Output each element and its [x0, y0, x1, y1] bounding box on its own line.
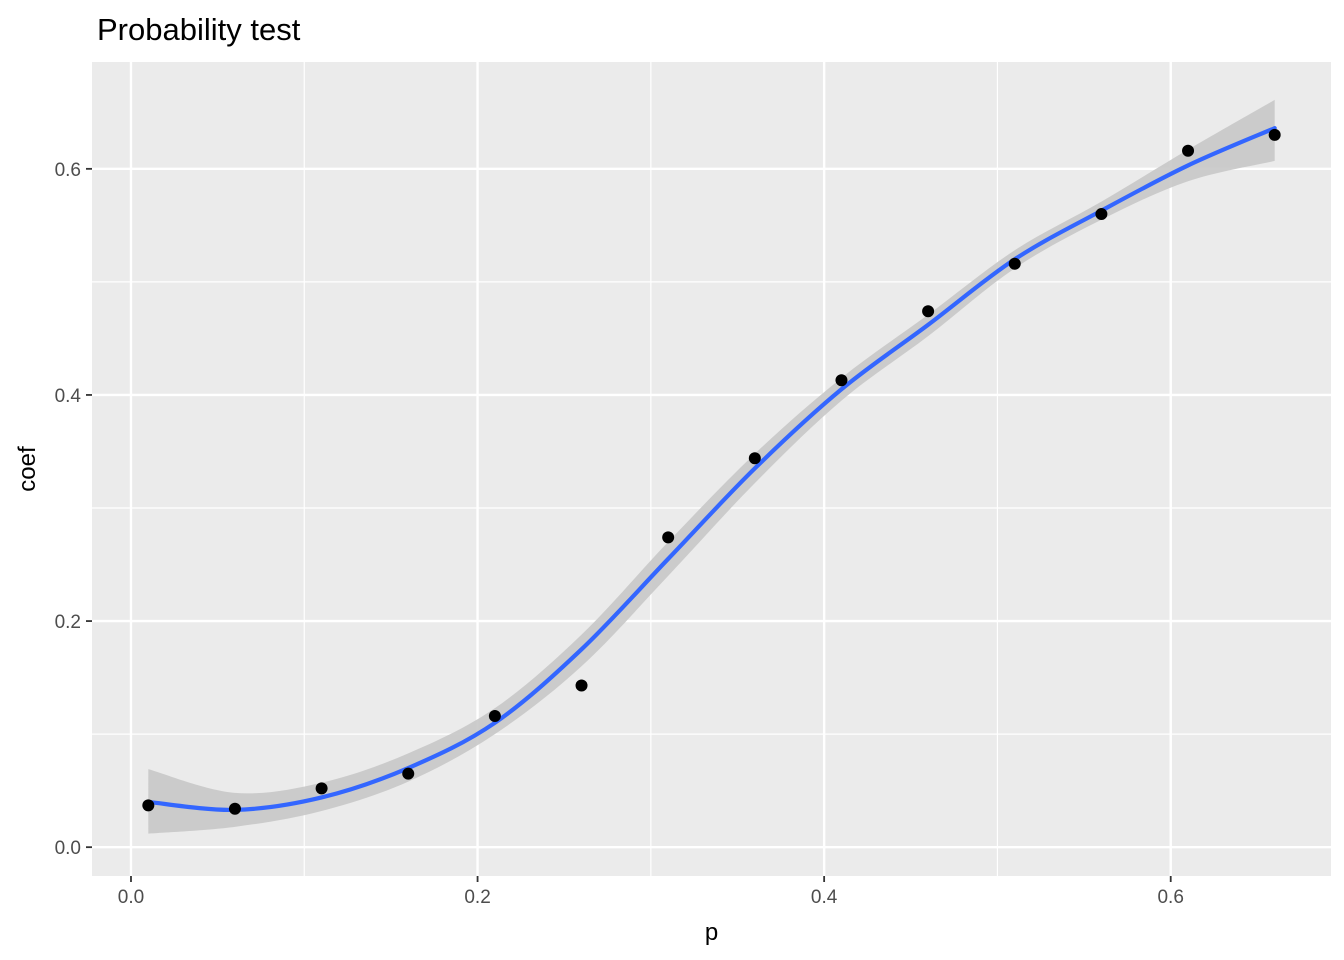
y-tick-label: 0.4	[55, 386, 82, 407]
data-point	[1095, 208, 1108, 221]
data-point	[748, 452, 761, 465]
major-gridlines	[92, 62, 1331, 876]
data-point	[1008, 257, 1021, 270]
confidence-ribbon	[148, 99, 1275, 834]
y-tick-label: 0.0	[55, 838, 81, 859]
x-tick-label: 0.0	[118, 887, 144, 908]
data-point	[228, 802, 241, 815]
data-point	[575, 679, 588, 692]
x-tick-label: 0.2	[464, 887, 490, 908]
data-point	[315, 782, 328, 795]
chart-title: Probability test	[97, 12, 301, 47]
data-point	[1268, 128, 1281, 141]
data-point	[402, 767, 415, 780]
data-point	[488, 710, 501, 723]
x-axis-title: p	[705, 919, 718, 946]
data-point	[835, 374, 848, 387]
y-tick-label: 0.6	[55, 160, 81, 181]
x-axis-ticks: 0.0 0.2 0.4 0.6	[118, 876, 1184, 908]
minor-gridlines	[92, 62, 1331, 876]
y-axis-ticks: 0.0 0.2 0.4 0.6	[55, 160, 92, 859]
x-tick-label: 0.4	[811, 887, 838, 908]
data-point	[1182, 144, 1195, 157]
data-point	[142, 799, 155, 812]
confidence-ribbon-layer	[148, 99, 1275, 834]
data-points-layer	[142, 128, 1281, 815]
data-point	[662, 531, 675, 544]
smooth-line	[146, 126, 1277, 812]
y-tick-label: 0.2	[55, 612, 81, 633]
smooth-line-layer	[146, 126, 1277, 812]
x-tick-label: 0.6	[1157, 887, 1183, 908]
data-point	[922, 305, 935, 318]
y-axis-title: coef	[14, 446, 41, 492]
